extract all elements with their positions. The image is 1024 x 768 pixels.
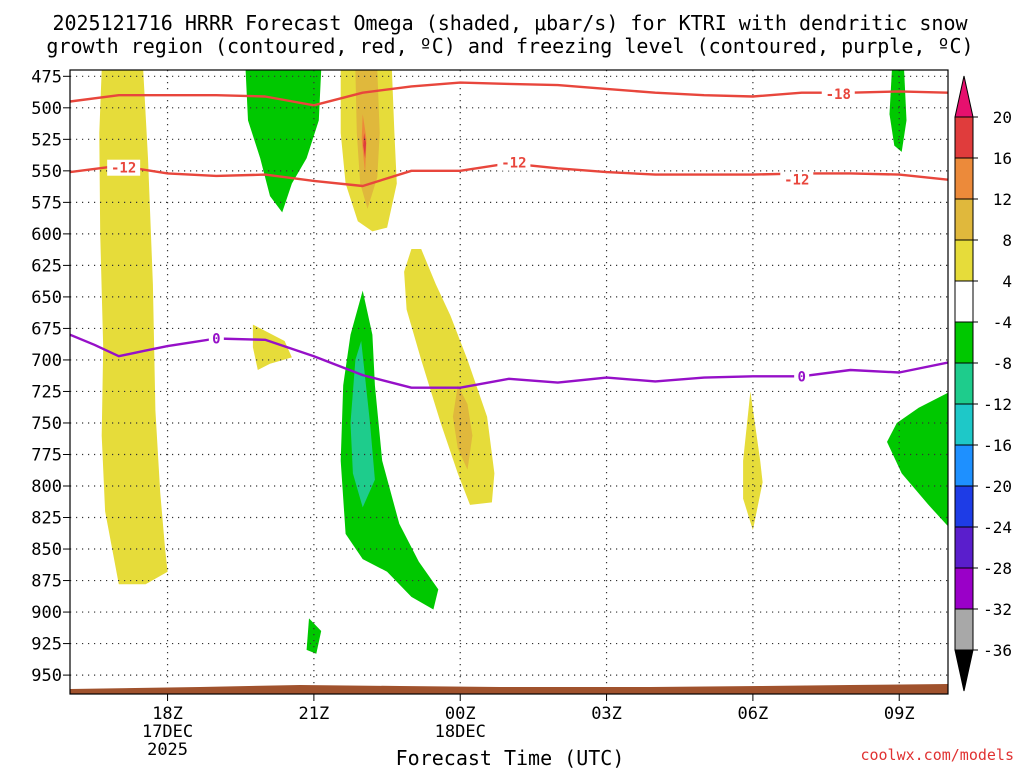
surface-terrain	[70, 684, 948, 694]
colorbar-label: -12	[983, 395, 1012, 414]
colorbar-bin	[954, 526, 974, 569]
y-tick-label: 725	[31, 382, 62, 402]
contour-label-background	[208, 330, 224, 347]
colorbar-bin	[954, 485, 974, 528]
x-axis-title: Forecast Time (UTC)	[396, 746, 625, 768]
y-tick-label: 775	[31, 445, 62, 465]
omega-minus4-green-small-920	[306, 618, 322, 654]
colorbar-bin	[954, 362, 974, 405]
omega-plus8-upper-column	[355, 70, 380, 209]
colorbar-bin	[954, 608, 974, 651]
contour-value-label: -18	[826, 87, 851, 103]
colorbar-label: -24	[983, 518, 1012, 537]
y-tick-label: 950	[31, 666, 62, 686]
x-tick-label: 09Z	[884, 704, 915, 724]
x-tick-sublabel-date: 18DEC	[435, 722, 486, 742]
colorbar-label: -32	[983, 600, 1012, 619]
x-tick-label: 06Z	[738, 704, 769, 724]
contour-value-label: -12	[784, 173, 809, 189]
gridlines	[70, 70, 948, 694]
y-tick-label: 900	[31, 603, 62, 623]
colorbar-label: 12	[993, 190, 1012, 209]
colorbar-bin	[954, 321, 974, 364]
y-tick-label: 600	[31, 225, 62, 245]
y-tick-label: 550	[31, 162, 62, 182]
colorbar-bin	[954, 280, 974, 323]
contour-value-label: 0	[212, 332, 220, 348]
colorbar-label: -4	[993, 313, 1012, 332]
x-tick-sublabel-date: 17DEC	[142, 722, 193, 742]
contour-label-background	[794, 368, 810, 385]
y-tick-label: 800	[31, 477, 62, 497]
colorbar-bottom-arrow	[954, 649, 974, 692]
contour-label-background	[497, 154, 531, 171]
omega-shading-layer	[99, 70, 948, 654]
x-tick-label: 18Z	[152, 704, 183, 724]
contour-value-label: -12	[111, 161, 136, 177]
omega-minus4-green-upper	[245, 70, 322, 213]
colorbar-bin	[954, 198, 974, 241]
y-tick-label: 750	[31, 414, 62, 434]
y-tick-label: 500	[31, 99, 62, 119]
omega-plus8-diagonal-core	[452, 385, 473, 470]
colorbar-top-arrow	[954, 75, 974, 118]
colorbar-label: -16	[983, 436, 1012, 455]
omega-minus8-teal-core	[350, 341, 375, 508]
x-tick-label: 21Z	[299, 704, 330, 724]
contour-label-background	[107, 159, 141, 176]
omega-plus4-early-column	[99, 70, 168, 585]
y-tick-label: 625	[31, 256, 62, 276]
y-tick-label: 700	[31, 351, 62, 371]
y-tick-label: 875	[31, 572, 62, 592]
y-tick-label: 525	[31, 130, 62, 150]
colorbar-label: 20	[993, 108, 1012, 127]
colorbar-label: -8	[993, 354, 1012, 373]
credit-text: coolwx.com/models	[860, 746, 1014, 764]
colorbar-label: 4	[1002, 272, 1012, 291]
contour-layer: -18 -12 -12 -12 0 0	[70, 81, 948, 389]
y-tick-label: 825	[31, 509, 62, 529]
y-tick-label: 925	[31, 635, 62, 655]
colorbar-bin	[954, 157, 974, 200]
contour-value-label: 0	[797, 369, 805, 385]
x-tick-sublabel-year: 2025	[147, 740, 188, 760]
colorbar-label: -28	[983, 559, 1012, 578]
chart-title-line1: 2025121716 HRRR Forecast Omega (shaded, …	[52, 11, 968, 35]
colorbar-bin	[954, 444, 974, 487]
x-tick-label: 00Z	[445, 704, 476, 724]
colorbar-bin	[954, 116, 974, 159]
colorbar-label: -20	[983, 477, 1012, 496]
y-tick-label: 650	[31, 288, 62, 308]
y-tick-label: 850	[31, 540, 62, 560]
omega-minus4-green-middle	[340, 290, 439, 610]
omega-plus4-diagonal-blob	[404, 249, 495, 505]
omega-plus4-small-blob-700	[252, 324, 292, 370]
dgz-minus18-contour	[70, 81, 948, 107]
contour-value-label: -12	[501, 156, 526, 172]
colorbar-bin	[954, 567, 974, 610]
colorbar-bin	[954, 403, 974, 446]
colorbar-label: 16	[993, 149, 1012, 168]
plot-frame	[69, 69, 949, 695]
y-tick-label: 575	[31, 193, 62, 213]
freezing-level-contour	[70, 333, 948, 389]
contour-label-background	[821, 85, 855, 102]
colorbar-label: -36	[983, 641, 1012, 660]
axes: 475 500 525 550 575 600 625 650 675 700 725 750 775 8…	[31, 67, 914, 760]
y-tick-label: 675	[31, 319, 62, 339]
omega-minus4-green-0900z-low	[887, 392, 948, 527]
y-tick-label: 475	[31, 67, 62, 87]
colorbar: 20 16 12 8 4 -4 -8 -12 -16 -20 -24 -28 -32 -36	[954, 75, 1012, 692]
chart-title-line2: growth region (contoured, red, ºC) and f…	[46, 34, 973, 58]
omega-plus16-upper-core	[363, 133, 367, 159]
contour-label-background	[780, 171, 814, 188]
colorbar-label: 8	[1002, 231, 1012, 250]
x-tick-label: 03Z	[591, 704, 622, 724]
colorbar-bin	[954, 239, 974, 282]
